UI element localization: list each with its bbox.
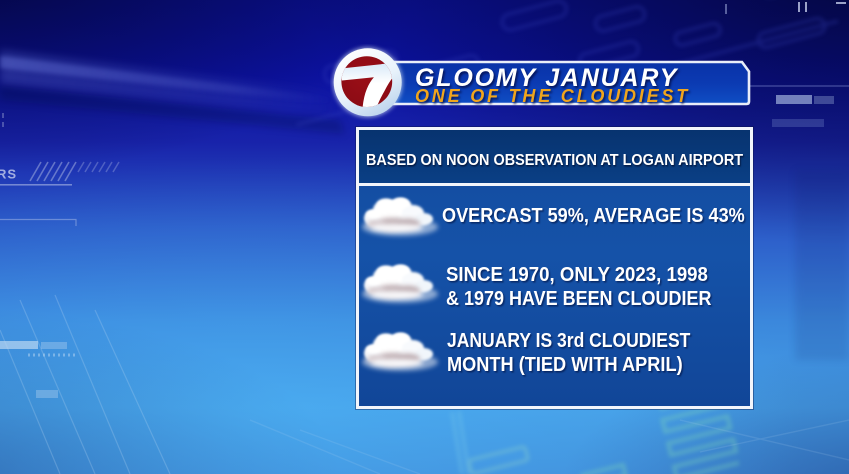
svg-text:RS: RS	[0, 167, 17, 182]
